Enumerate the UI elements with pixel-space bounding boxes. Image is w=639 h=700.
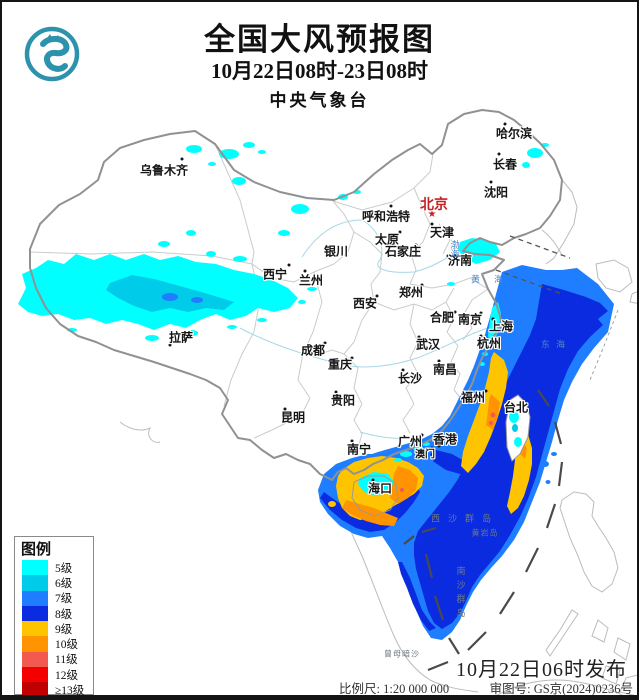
province-boundaries <box>29 143 489 449</box>
china-national-border <box>29 109 563 481</box>
cma-logo <box>24 26 80 82</box>
wind-area-level5-6 <box>18 142 549 496</box>
legend-label: 11级 <box>55 654 78 667</box>
legend-item: 12级 <box>15 667 93 683</box>
legend-label: 10级 <box>55 639 78 652</box>
page-title: 全国大风预报图 <box>204 22 435 57</box>
legend-item: 7级 <box>15 590 93 606</box>
legend-label: 9级 <box>55 623 73 636</box>
issue-time: 10月22日06时发布 <box>456 659 627 681</box>
legend-swatch <box>22 621 48 637</box>
legend-label: 8级 <box>55 608 73 621</box>
legend-item: 9级 <box>15 621 93 637</box>
maritime-boundaries <box>403 235 571 672</box>
legend-swatch <box>22 560 48 576</box>
legend-items: 5级 6级 7级 8级 9级 10级 11级 12级 ≥13级 <box>15 560 93 698</box>
legend-swatch <box>22 590 48 606</box>
legend-swatch <box>22 605 48 622</box>
legend-item: 11级 <box>15 651 93 668</box>
valid-period: 10月22日08时-23日08时 <box>211 59 428 83</box>
legend-label: 12级 <box>55 669 78 682</box>
legend-swatch <box>22 575 48 591</box>
map-scale: 比例尺: 1:20 000 000 <box>339 682 450 696</box>
legend-label: ≥13级 <box>55 685 85 698</box>
legend-item: 10级 <box>15 636 93 652</box>
legend-swatch <box>22 682 48 695</box>
legend-item: 5级 <box>15 560 93 576</box>
foreign-coastlines <box>119 179 637 695</box>
dragon-swirl-icon <box>40 35 70 72</box>
dragon-horns-icon <box>45 34 60 41</box>
agency-name: 中央气象台 <box>269 91 370 110</box>
rivers <box>239 219 495 440</box>
legend-box: 图例 5级 6级 7级 8级 9级 10级 11级 12级 ≥13级 <box>14 536 94 695</box>
legend-swatch <box>22 667 48 683</box>
wind-area-level11 <box>400 412 496 492</box>
legend-item: ≥13级 <box>15 682 93 698</box>
islands <box>351 394 531 517</box>
legend-item: 6级 <box>15 575 93 591</box>
approval-number: 审图号: GS京(2024)0236号 <box>489 682 633 696</box>
legend-label: 5级 <box>55 562 73 575</box>
legend-swatch <box>22 636 48 652</box>
legend-swatch <box>22 651 48 668</box>
legend-label: 7级 <box>55 593 73 606</box>
legend-item: 8级 <box>15 605 93 622</box>
legend-title: 图例 <box>21 542 52 558</box>
legend-label: 6级 <box>55 577 73 590</box>
